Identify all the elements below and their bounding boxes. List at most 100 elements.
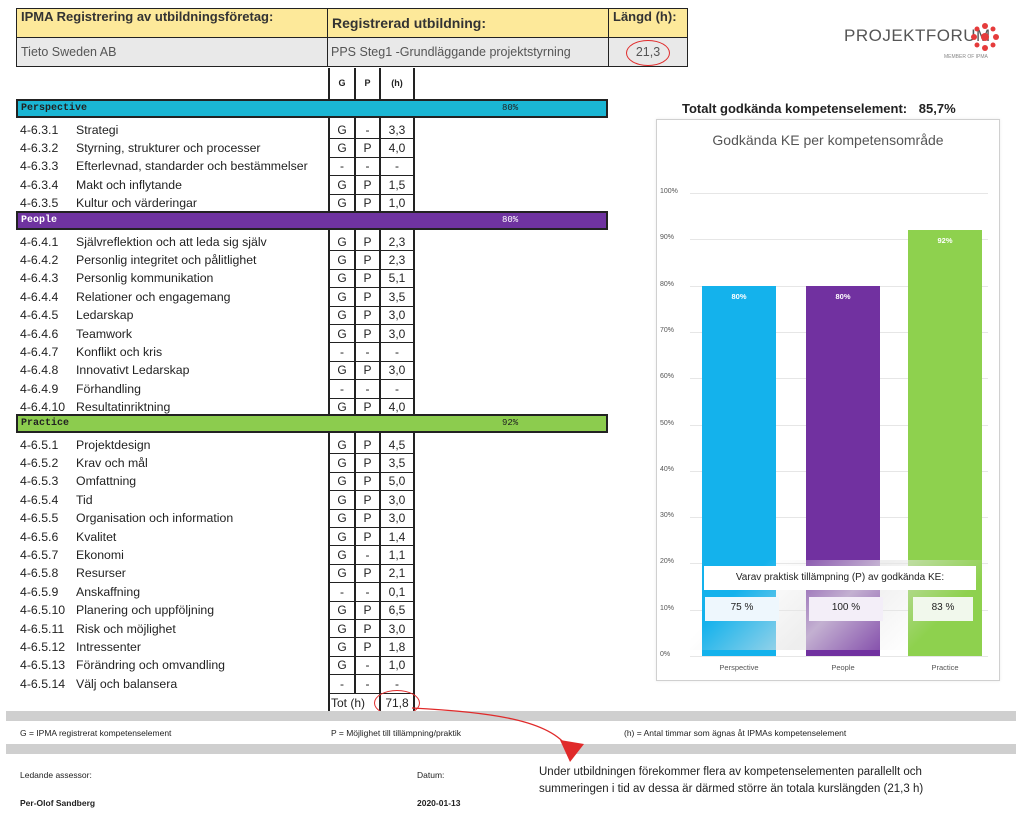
row-divider <box>329 156 414 158</box>
table-row: 4-6.4.8 Innovativt Ledarskap <box>20 361 189 379</box>
logo-text: PROJEKTFORUM <box>844 26 991 45</box>
chart-gridline <box>690 656 988 657</box>
y-tick-label: 50% <box>660 419 675 427</box>
row-divider <box>329 175 414 177</box>
cell-p: P <box>363 639 372 654</box>
cell-g: G <box>337 271 347 286</box>
org-label-cell: IPMA Registrering av utbildningsföretag: <box>16 8 328 38</box>
col-divider <box>413 68 415 713</box>
cell-h: 3,0 <box>388 492 406 507</box>
col-divider <box>354 68 356 694</box>
competence-label: Planering och uppföljning <box>76 603 215 618</box>
logo-tagline: MEMBER OF IPMA <box>944 54 988 60</box>
competence-label: Styrning, strukturer och processer <box>76 140 261 155</box>
table-row: 4-6.5.1 Projektdesign <box>20 436 151 454</box>
competence-code: 4-6.5.4 <box>20 492 59 507</box>
table-row: 4-6.3.1 Strategi <box>20 121 118 139</box>
competence-label: Strategi <box>76 122 119 137</box>
cell-h: 3,0 <box>388 363 406 378</box>
cell-p: P <box>363 400 372 415</box>
row-divider <box>329 545 414 547</box>
cell-h: 3,0 <box>388 511 406 526</box>
table-row: 4-6.4.3 Personlig kommunikation <box>20 269 213 287</box>
cell-p: P <box>363 492 372 507</box>
y-tick-label: 0% <box>660 651 671 658</box>
competence-code: 4-6.5.14 <box>20 676 66 691</box>
cell-p: - <box>365 159 370 174</box>
cell-g: G <box>337 455 347 470</box>
legend-p: P = Möjlighet till tillämpning/praktik <box>331 728 461 738</box>
section-band-people: People 80% <box>16 211 608 230</box>
cell-g: G <box>337 234 347 249</box>
course-value-cell: PPS Steg1 -Grundläggande projektstyrning <box>327 37 609 67</box>
cell-h: 3,0 <box>388 621 406 636</box>
chart-gridline <box>690 239 988 241</box>
cell-h: 2,3 <box>388 252 406 267</box>
table-row: 4-6.4.9 Förhandling <box>20 380 141 398</box>
cell-p: - <box>365 658 370 673</box>
competence-code: 4-6.4.2 <box>20 252 59 267</box>
competence-label: Konflikt och kris <box>76 344 163 359</box>
competence-label: Relationer och engagemang <box>76 289 231 304</box>
cell-p: P <box>363 252 372 267</box>
cell-g: G <box>337 289 347 304</box>
cell-g: G <box>337 177 347 192</box>
competence-code: 4-6.5.7 <box>20 547 59 562</box>
section-pct: 80% <box>502 103 519 113</box>
table-row: 4-6.4.5 Ledarskap <box>20 306 133 324</box>
competence-label: Anskaffning <box>76 584 141 599</box>
cell-h: 1,0 <box>388 658 406 673</box>
cell-g: - <box>340 344 344 359</box>
competence-label: Ledarskap <box>76 308 134 323</box>
cell-g: G <box>337 196 347 211</box>
length-label: Längd (h): <box>613 9 677 24</box>
course-label: Registrerad utbildning: <box>332 15 486 31</box>
cell-h: 6,5 <box>388 603 406 618</box>
cell-h: 4,0 <box>388 400 406 415</box>
competence-label: Ekonomi <box>76 547 124 562</box>
section-name: People <box>21 215 58 226</box>
competence-label: Kvalitet <box>76 529 117 544</box>
cell-h: 1,4 <box>388 529 406 544</box>
bar-value-label: 80% <box>731 291 747 301</box>
competence-code: 4-6.4.5 <box>20 308 59 323</box>
y-tick-label: 60% <box>660 373 675 381</box>
competence-label: Krav och mål <box>76 455 148 470</box>
competence-label: Resultatinriktning <box>76 400 171 415</box>
table-row: 4-6.4.10 Resultatinriktning <box>20 398 170 416</box>
table-row: 4-6.5.10 Planering och uppföljning <box>20 601 214 619</box>
cell-h: 3,0 <box>388 308 406 323</box>
row-divider <box>329 324 414 325</box>
competence-code: 4-6.5.9 <box>20 584 59 599</box>
cell-g: - <box>340 584 344 599</box>
cell-h: 4,0 <box>388 140 406 155</box>
summary-line: Totalt godkända kompetenselement: 85,7% <box>682 101 956 116</box>
cell-h: - <box>395 159 399 174</box>
cell-g: - <box>340 159 344 174</box>
competence-label: Teamwork <box>76 326 133 341</box>
competence-label: Välj och balansera <box>76 676 178 691</box>
cell-h: 1,0 <box>388 196 406 211</box>
row-divider <box>329 268 414 270</box>
competence-label: Risk och möjlighet <box>76 621 176 636</box>
summary-value: 85,7% <box>918 101 956 116</box>
competence-code: 4-6.4.4 <box>20 289 59 304</box>
length-label-cell: Längd (h): <box>608 8 688 38</box>
table-row: 4-6.5.9 Anskaffning <box>20 583 140 601</box>
row-divider <box>329 527 414 528</box>
row-divider <box>329 250 414 252</box>
org-value-cell: Tieto Sweden AB <box>16 37 328 67</box>
cell-p: P <box>363 511 372 526</box>
table-row: 4-6.3.4 Makt och inflytande <box>20 176 182 194</box>
competence-label: Resurser <box>76 566 126 581</box>
cell-h: 2,3 <box>388 234 406 249</box>
competence-label: Projektdesign <box>76 437 151 452</box>
section-pct: 92% <box>502 418 519 428</box>
cell-h: 3,5 <box>388 455 406 470</box>
competence-label: Efterlevnad, standarder och bestämmelser <box>76 159 308 174</box>
table-row: 4-6.4.4 Relationer och engagemang <box>20 288 231 306</box>
cell-p: P <box>363 363 372 378</box>
cell-g: - <box>340 381 344 396</box>
cell-h: - <box>395 676 399 691</box>
cell-g: G <box>337 363 347 378</box>
